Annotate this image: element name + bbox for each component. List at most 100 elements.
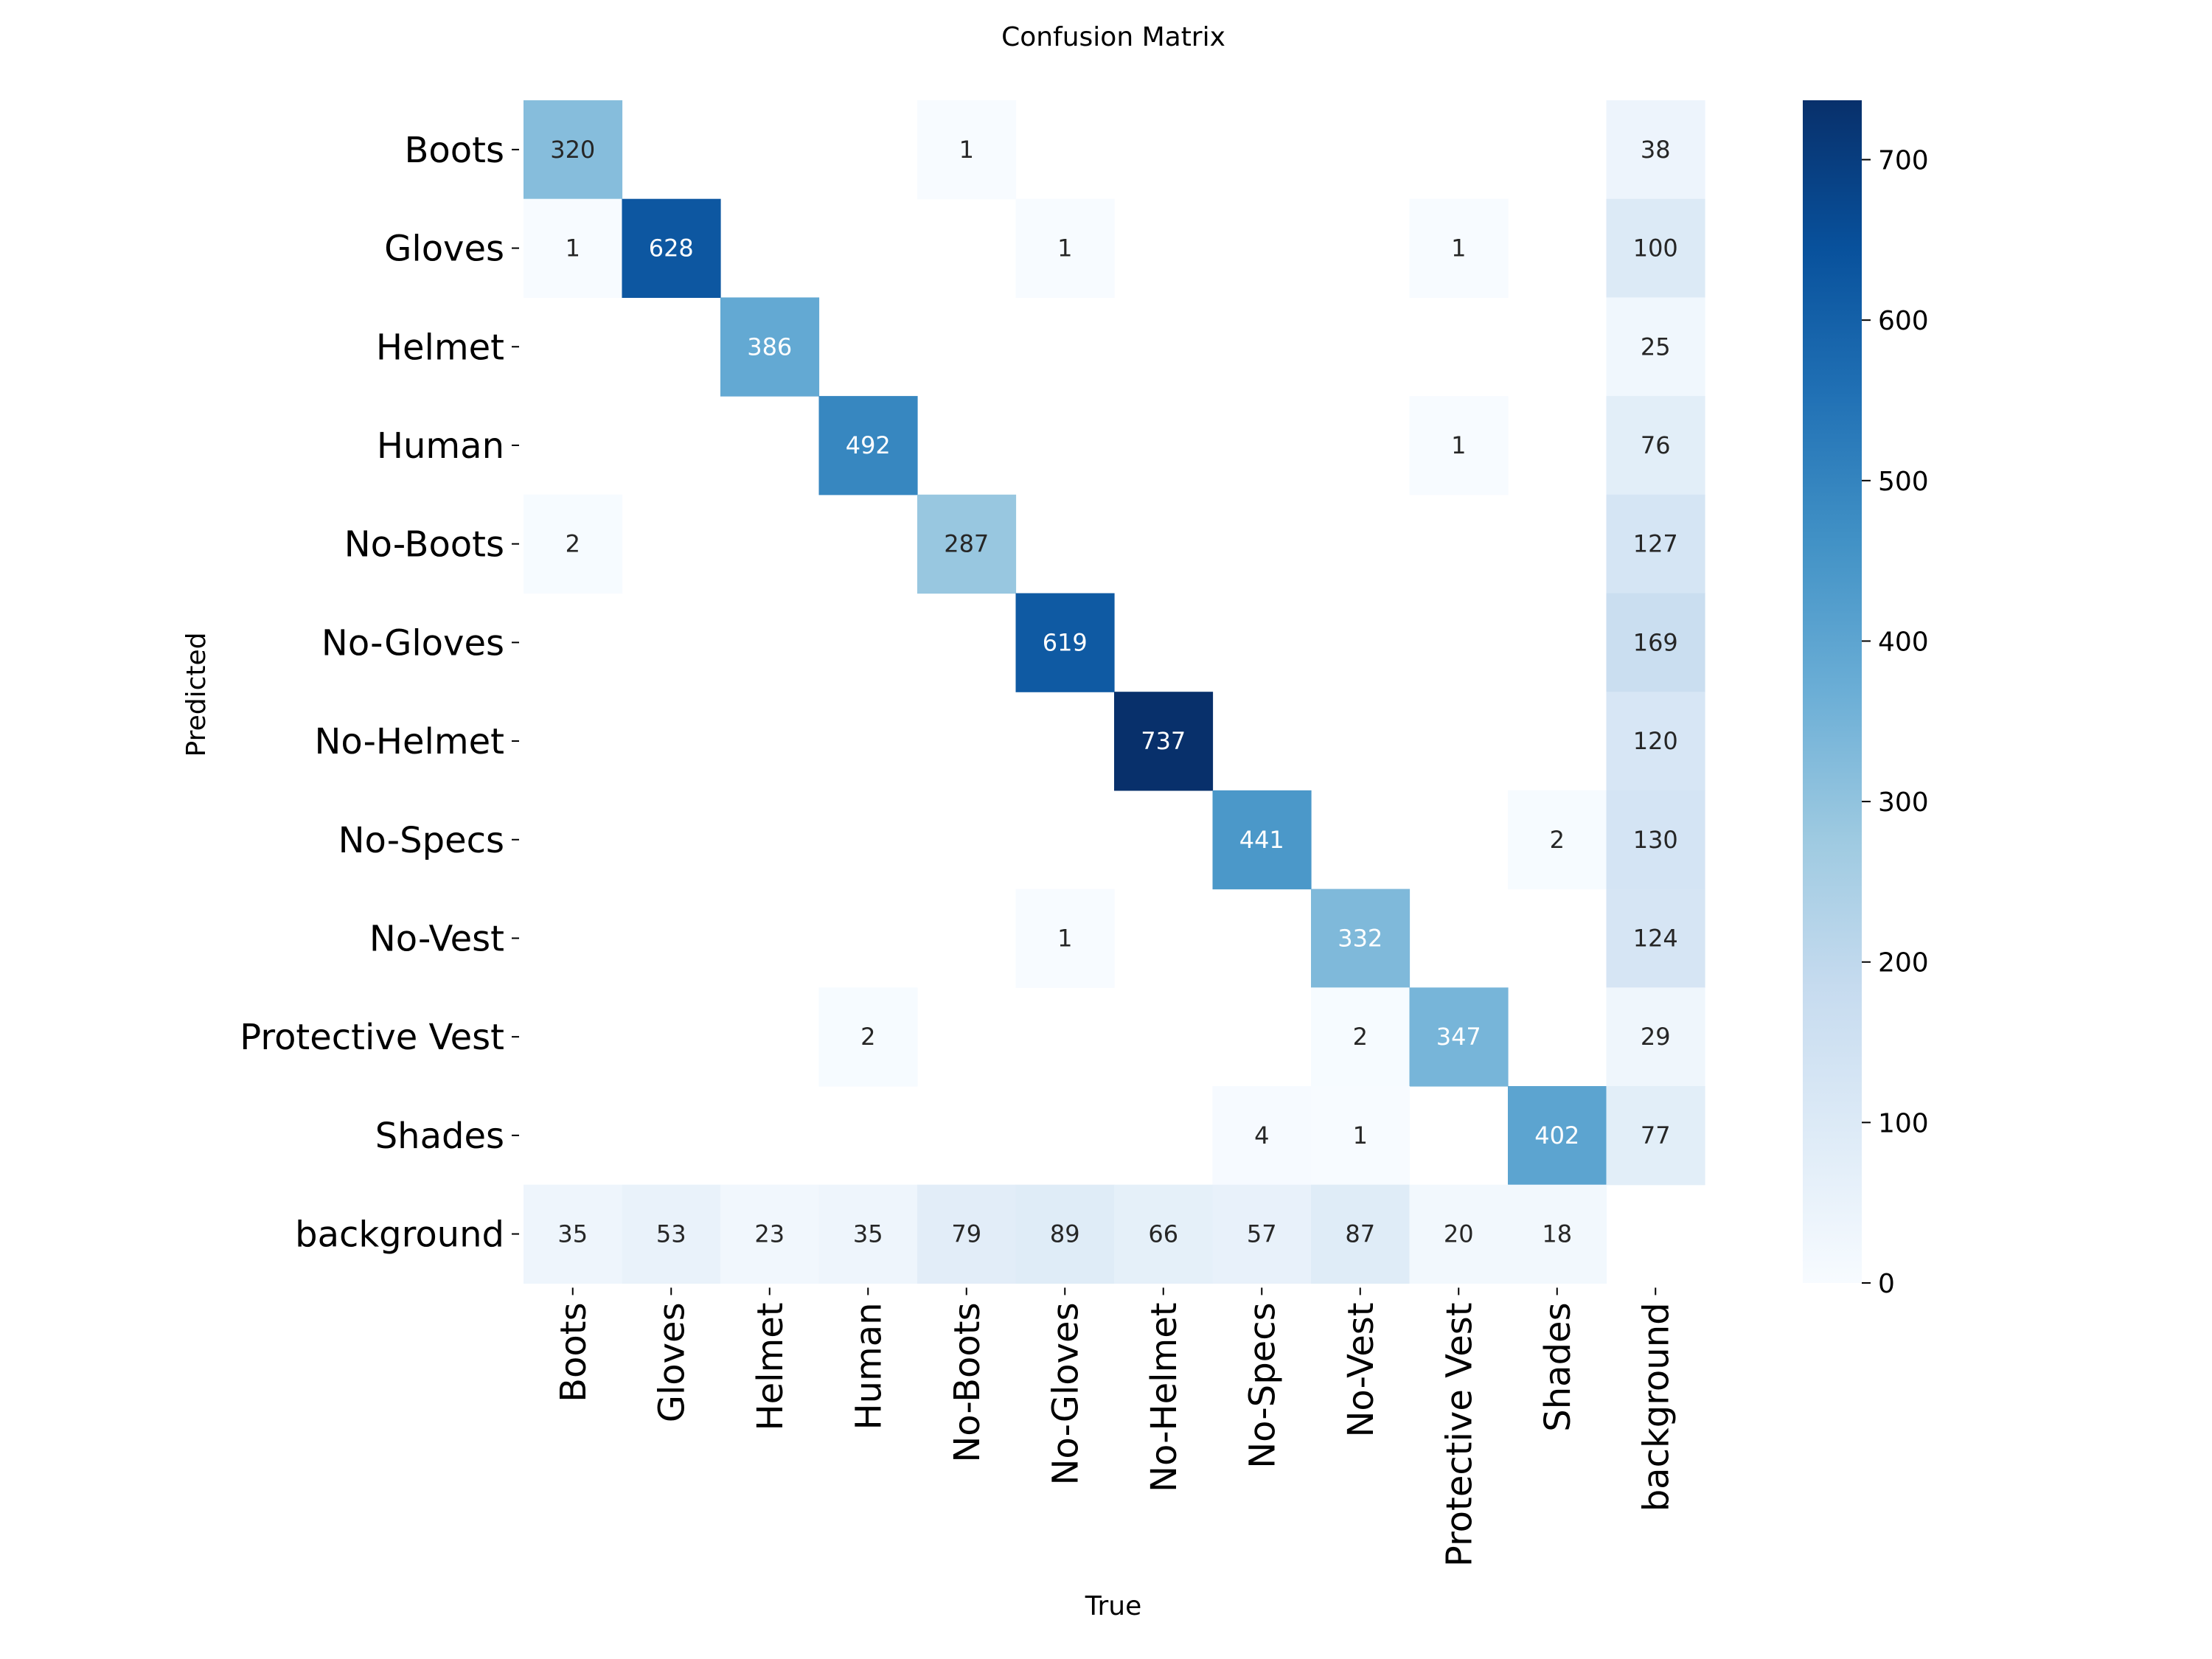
heatmap-cell — [818, 396, 918, 495]
y-tick-label: No-Helmet — [314, 721, 504, 762]
cell-value-label: 4 — [1254, 1121, 1269, 1150]
heatmap-cell — [1212, 1086, 1312, 1186]
heatmap-cell — [917, 100, 1017, 200]
colorbar-tick-label: 300 — [1878, 787, 1929, 818]
heatmap-cell — [720, 297, 820, 397]
colorbar: 0 100 200 300 400 500 600 700 — [1803, 100, 1929, 1299]
cell-value-label: 1 — [1057, 234, 1072, 262]
x-tick-label: No-Gloves — [1045, 1302, 1086, 1485]
heatmap-cell — [1606, 1086, 1705, 1186]
heatmap-cell — [524, 1184, 623, 1284]
x-tick-label: Gloves — [651, 1302, 692, 1422]
heatmap-cell — [1311, 1086, 1411, 1186]
x-tick-label: No-Specs — [1242, 1302, 1283, 1468]
colorbar-tick-label: 200 — [1878, 948, 1929, 978]
cell-value-label: 53 — [656, 1220, 686, 1248]
heatmap-cell — [524, 198, 623, 298]
cell-value-label: 737 — [1141, 727, 1186, 755]
heatmap-cell — [1015, 888, 1115, 988]
colorbar-tick-label: 600 — [1878, 306, 1929, 336]
y-axis: Boots Gloves Helmet Human No-Boots No-Gloves N… — [240, 130, 519, 1256]
heatmap-cell — [1311, 1184, 1411, 1284]
cell-value-label: 87 — [1345, 1220, 1375, 1248]
heatmap-cell — [622, 198, 721, 298]
heatmap-cell — [917, 1184, 1017, 1284]
heatmap-cell — [1606, 297, 1705, 397]
colorbar-tick-label: 700 — [1878, 146, 1929, 176]
y-tick-label: Protective Vest — [240, 1017, 504, 1058]
heatmap-cell — [1212, 790, 1312, 890]
cell-value-label: 89 — [1050, 1220, 1080, 1248]
cell-value-label: 320 — [550, 136, 595, 164]
heatmap-cell — [1409, 396, 1509, 495]
cell-value-label: 124 — [1633, 924, 1678, 952]
y-tick-label: Helmet — [376, 327, 504, 368]
cell-value-label: 2 — [566, 530, 580, 558]
cell-value-label: 130 — [1633, 826, 1678, 854]
heatmap-cell — [524, 100, 623, 200]
cell-value-label: 77 — [1641, 1121, 1671, 1150]
cell-value-label: 1 — [1057, 924, 1072, 952]
cell-value-label: 38 — [1641, 136, 1671, 164]
cell-value-label: 2 — [1550, 826, 1565, 854]
cell-value-label: 492 — [846, 431, 891, 459]
x-axis-label: True — [1085, 1591, 1141, 1621]
y-tick-label: No-Gloves — [321, 622, 504, 664]
cell-value-label: 347 — [1436, 1023, 1481, 1051]
heatmap-cell — [1114, 1184, 1214, 1284]
cell-value-label: 2 — [860, 1023, 875, 1051]
heatmap-cell — [1606, 790, 1705, 890]
cell-value-label: 29 — [1641, 1023, 1671, 1051]
cell-value-label: 79 — [951, 1220, 981, 1248]
heatmap-cell — [1508, 790, 1607, 890]
heatmap-cell — [1015, 593, 1115, 692]
y-tick-label: Shades — [375, 1116, 504, 1157]
x-tick-label: Shades — [1537, 1302, 1579, 1431]
heatmap-cell — [1212, 1184, 1312, 1284]
heatmap-cell — [1015, 198, 1115, 298]
heatmap-cell — [818, 987, 918, 1087]
heatmap-cell — [1606, 692, 1705, 791]
x-tick-label: No-Vest — [1340, 1302, 1382, 1437]
cell-value-label: 1 — [1451, 234, 1466, 262]
heatmap-cell — [1606, 494, 1705, 594]
cell-value-label: 402 — [1534, 1121, 1579, 1150]
heatmap-cell — [917, 494, 1017, 594]
colorbar-gradient — [1803, 100, 1862, 1283]
heatmap-cell — [1606, 100, 1705, 200]
cell-value-label: 628 — [649, 234, 694, 262]
cell-value-label: 20 — [1444, 1220, 1474, 1248]
cell-value-label: 287 — [944, 530, 989, 558]
y-tick-label: Human — [377, 425, 504, 467]
heatmap-cell — [720, 1184, 820, 1284]
heatmap-cell — [1409, 198, 1509, 298]
colorbar-tick-label: 100 — [1878, 1108, 1929, 1138]
heatmap-cell — [1311, 987, 1411, 1087]
cell-value-label: 1 — [566, 234, 580, 262]
cell-value-label: 1 — [1353, 1121, 1368, 1150]
heatmap-cells — [524, 100, 1705, 1284]
cell-value-label: 35 — [853, 1220, 883, 1248]
y-tick-label: Gloves — [384, 229, 504, 270]
cell-value-label: 2 — [1353, 1023, 1368, 1051]
cell-value-label: 23 — [754, 1220, 785, 1248]
cell-value-label: 66 — [1148, 1220, 1178, 1248]
heatmap-cell — [1409, 987, 1509, 1087]
cell-value-label: 100 — [1633, 234, 1678, 262]
heatmap-cell — [1311, 888, 1411, 988]
cell-value-label: 169 — [1633, 628, 1678, 656]
heatmap-cell — [1606, 987, 1705, 1087]
cell-value-label: 127 — [1633, 530, 1678, 558]
heatmap-cell — [1606, 888, 1705, 988]
x-tick-label: background — [1635, 1302, 1677, 1512]
colorbar-tick-label: 400 — [1878, 627, 1929, 657]
heatmap-cell — [1508, 1086, 1607, 1186]
y-tick-label: Boots — [405, 130, 505, 171]
heatmap-cell — [1409, 1184, 1509, 1284]
cell-value-label: 57 — [1247, 1220, 1277, 1248]
cell-value-label: 120 — [1633, 727, 1678, 755]
y-tick-label: background — [295, 1214, 504, 1256]
colorbar-tick-label: 500 — [1878, 467, 1929, 497]
